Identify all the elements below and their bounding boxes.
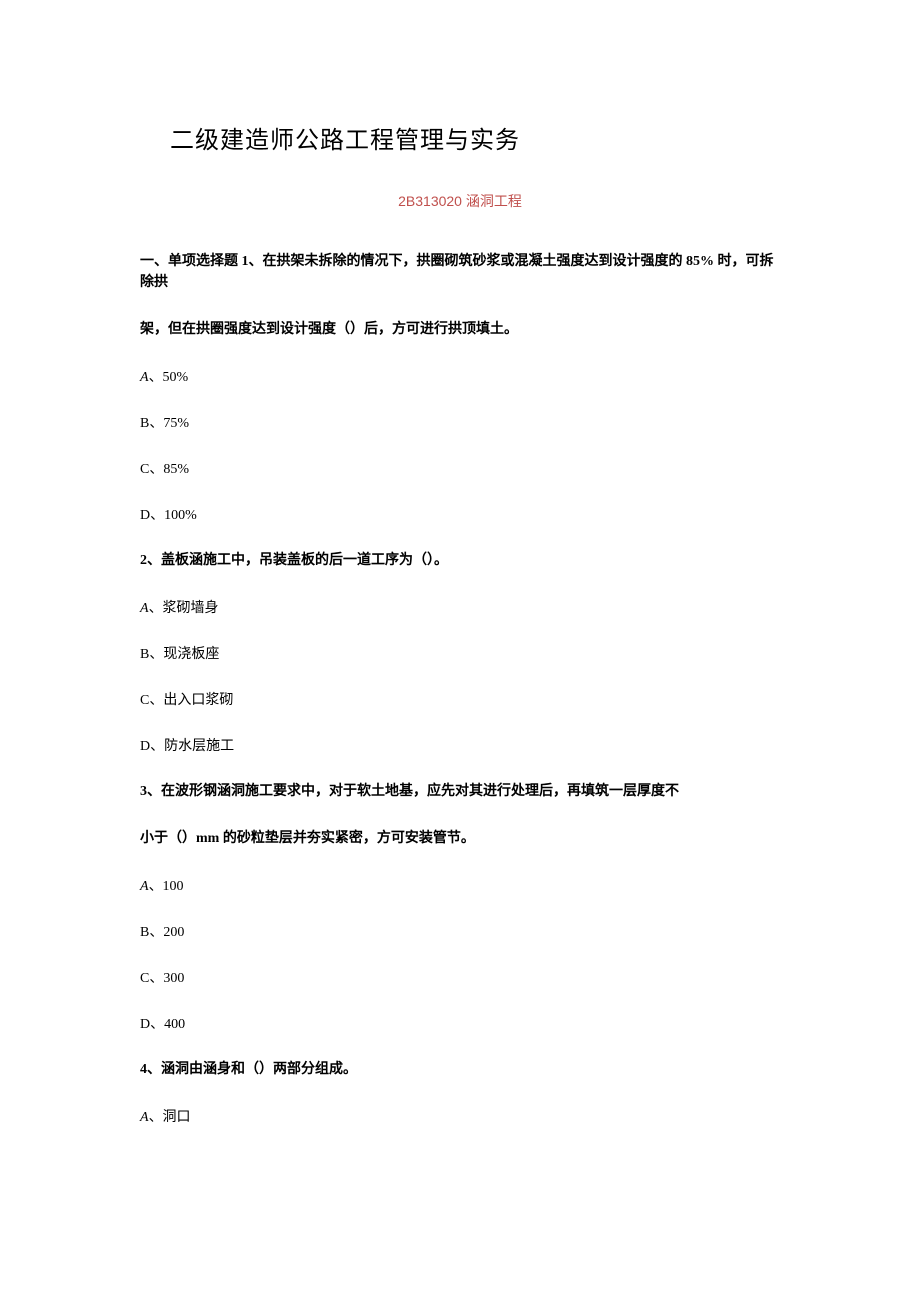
document-subtitle: 2B313020 涵洞工程 — [140, 191, 780, 211]
q4-option-a: A、洞口 — [140, 1106, 780, 1126]
option-a-text: 、50% — [149, 370, 189, 385]
q2-option-c: C、出入口浆砌 — [140, 689, 780, 709]
q1-option-d: D、100% — [140, 504, 780, 524]
option-a-text: 、洞口 — [149, 1110, 191, 1125]
q3-option-b: B、200 — [140, 921, 780, 941]
q2-text: 2、盖板涵施工中，吊装盖板的后一道工序为（）。 — [140, 550, 780, 571]
q3-option-a: A、100 — [140, 875, 780, 895]
option-a-text: 、浆砌墙身 — [149, 601, 219, 616]
document-title: 二级建造师公路工程管理与实务 — [170, 120, 780, 155]
q2-option-a: A、浆砌墙身 — [140, 597, 780, 617]
q1-option-a: A、50% — [140, 366, 780, 386]
q4-text: 4、涵洞由涵身和（）两部分组成。 — [140, 1059, 780, 1080]
q2-option-d: D、防水层施工 — [140, 735, 780, 755]
option-a-letter: A — [140, 1110, 149, 1125]
q3-option-c: C、300 — [140, 967, 780, 987]
option-a-letter: A — [140, 370, 149, 385]
option-a-letter: A — [140, 601, 149, 616]
q1-option-b: B、75% — [140, 412, 780, 432]
option-a-letter: A — [140, 879, 149, 894]
q2-option-b: B、现浇板座 — [140, 643, 780, 663]
q1-option-c: C、85% — [140, 458, 780, 478]
q3-line1: 3、在波形钢涵洞施工要求中，对于软土地基，应先对其进行处理后，再填筑一层厚度不 — [140, 781, 780, 802]
section-header-q1-line1: 一、单项选择题 1、在拱架未拆除的情况下，拱圈砌筑砂浆或混凝土强度达到设计强度的… — [140, 251, 780, 293]
q1-line2: 架，但在拱圈强度达到设计强度（）后，方可进行拱顶填土。 — [140, 319, 780, 340]
q3-line2: 小于（）mm 的砂粒垫层并夯实紧密，方可安装管节。 — [140, 828, 780, 849]
q3-option-d: D、400 — [140, 1013, 780, 1033]
option-a-text: 、100 — [149, 879, 184, 894]
